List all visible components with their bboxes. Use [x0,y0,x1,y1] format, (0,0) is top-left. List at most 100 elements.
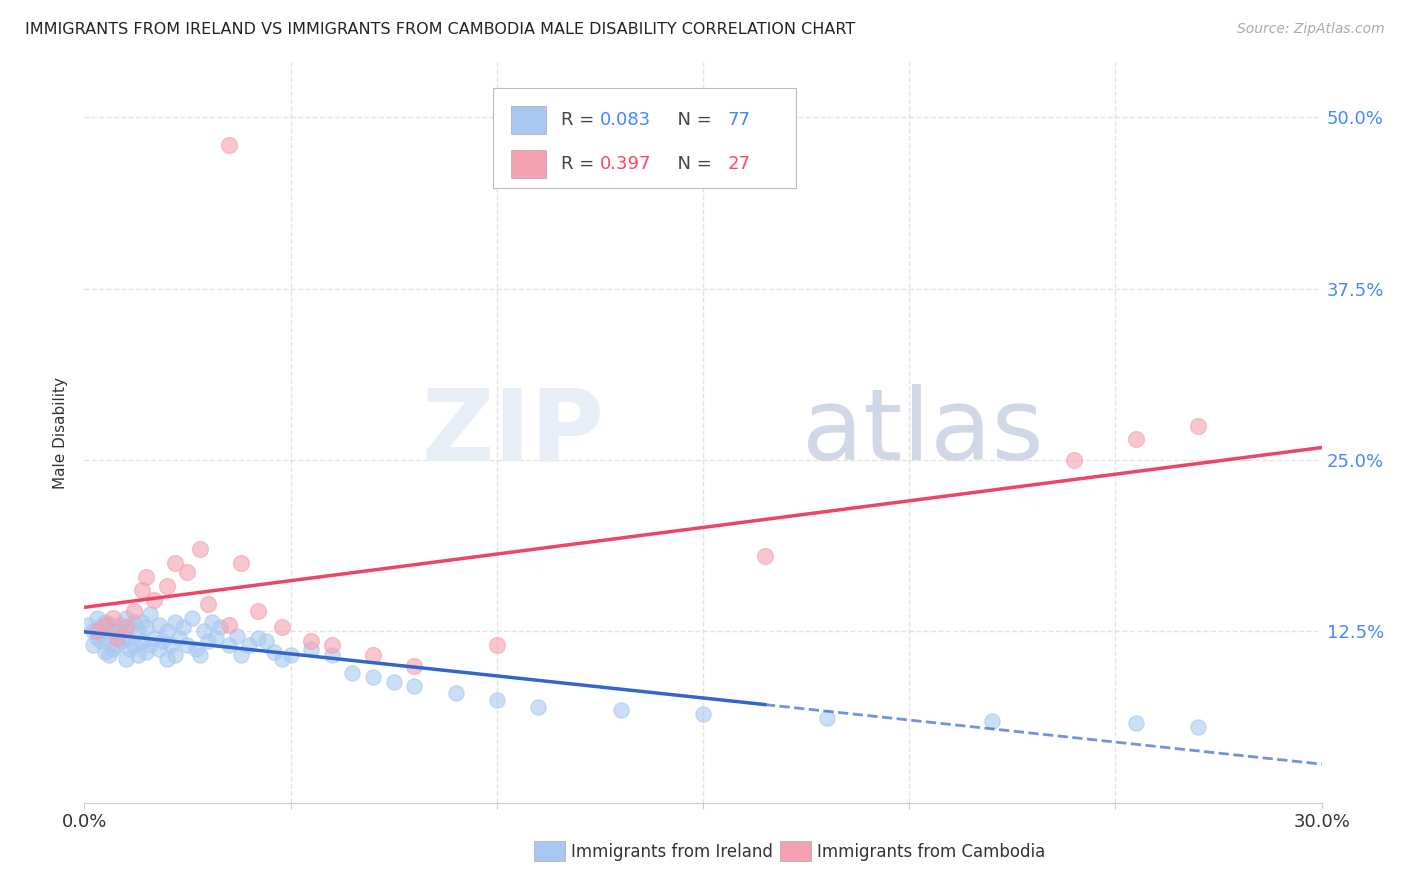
Point [184,642,207,657]
Text: R =: R = [561,111,600,128]
Text: N =: N = [666,111,717,128]
Point [103,610,125,624]
Point [77,617,100,632]
Point [197,634,219,648]
Point [160,638,183,652]
Point [321,638,343,652]
Point [114,620,136,634]
Point [165,648,187,662]
Text: 0.397: 0.397 [600,155,652,173]
Point [139,638,162,652]
Point [114,652,136,666]
Point [609,702,631,716]
Point [105,638,128,652]
Point [218,137,240,152]
Point [167,632,190,646]
Point [131,615,153,629]
Point [82,624,104,639]
Point [238,638,260,652]
Text: IMMIGRANTS FROM IRELAND VS IMMIGRANTS FROM CAMBODIA MALE DISABILITY CORRELATION : IMMIGRANTS FROM IRELAND VS IMMIGRANTS FR… [25,22,856,37]
Point [143,632,166,646]
Point [321,648,343,662]
Point [1125,433,1147,447]
Point [361,670,384,684]
Point [444,686,467,700]
Point [127,648,149,662]
Point [165,556,187,570]
Point [131,583,153,598]
Text: Immigrants from Cambodia: Immigrants from Cambodia [817,843,1045,861]
Point [176,638,198,652]
Point [98,648,121,662]
Point [122,638,145,652]
Point [105,624,128,639]
Text: 0.083: 0.083 [600,111,651,128]
Point [1187,418,1209,433]
Text: 27: 27 [728,155,751,173]
Point [156,579,179,593]
Point [299,642,322,657]
Point [485,638,508,652]
Point [172,620,194,634]
Point [122,615,145,629]
Point [226,628,249,642]
Point [218,638,240,652]
Point [527,699,550,714]
Point [103,617,125,632]
Point [135,569,157,583]
Point [229,648,252,662]
Point [188,648,211,662]
Point [193,624,215,639]
Point [176,566,198,580]
Point [404,658,426,673]
Point [82,638,104,652]
Point [382,675,405,690]
Point [139,607,162,621]
Point [94,615,117,629]
Point [131,634,153,648]
Text: atlas: atlas [801,384,1043,481]
FancyBboxPatch shape [492,88,796,188]
Point [156,624,179,639]
Point [361,648,384,662]
Point [692,706,714,721]
Point [299,634,322,648]
Point [271,652,294,666]
Point [246,632,269,646]
Point [127,624,149,639]
Point [180,610,202,624]
Point [148,642,170,657]
Point [94,617,117,632]
Text: ZIP: ZIP [422,384,605,481]
Bar [512,150,546,178]
Point [118,642,141,657]
Point [152,634,174,648]
Y-axis label: Male Disability: Male Disability [53,376,69,489]
Point [280,648,302,662]
Point [122,604,145,618]
Point [156,652,179,666]
Point [342,665,364,680]
Point [86,610,108,624]
Point [404,679,426,693]
Point [110,634,132,648]
Point [271,620,294,634]
Point [135,620,157,634]
Point [229,556,252,570]
Point [218,617,240,632]
Point [201,615,224,629]
Point [1063,453,1085,467]
Point [114,610,136,624]
Point [143,593,166,607]
Text: R =: R = [561,155,600,173]
Text: 77: 77 [728,111,751,128]
Point [815,711,838,725]
Point [105,632,128,646]
Point [754,549,776,563]
Point [114,632,136,646]
Point [98,624,121,639]
Point [205,632,228,646]
Point [86,632,108,646]
Point [1125,716,1147,731]
Point [485,693,508,707]
